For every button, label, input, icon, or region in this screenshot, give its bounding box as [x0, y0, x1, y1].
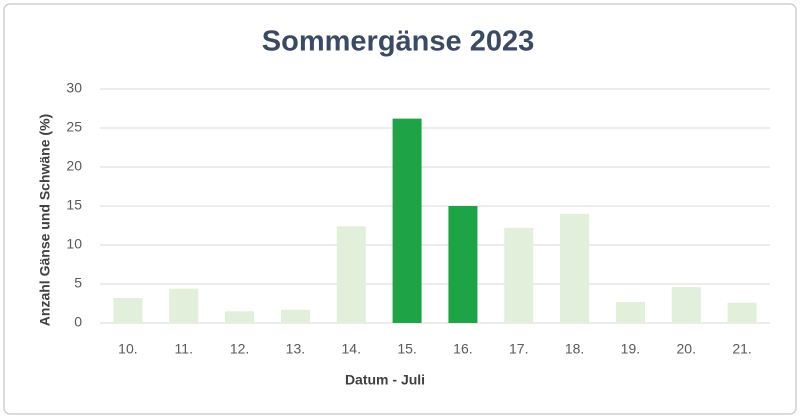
chart-title: Sommergänse 2023	[262, 26, 534, 58]
y-tick-label: 0	[74, 314, 82, 330]
bar	[113, 298, 143, 323]
x-tick-label: 21.	[732, 341, 751, 357]
bar	[392, 118, 422, 323]
x-tick-label: 19.	[621, 341, 640, 357]
bar	[169, 288, 199, 323]
bar	[727, 302, 757, 323]
bar	[671, 287, 701, 323]
bar	[615, 301, 645, 323]
x-tick-label: 10.	[118, 341, 137, 357]
x-tick-label: 11.	[175, 341, 193, 357]
y-tick-label: 25	[66, 119, 82, 135]
y-tick-label: 20	[66, 158, 82, 174]
y-tick-label: 5	[74, 275, 82, 291]
bar	[225, 311, 255, 323]
x-tick-label: 14.	[342, 341, 361, 357]
x-tick-label: 16.	[453, 341, 472, 357]
y-tick-label: 15	[66, 197, 82, 213]
bar	[448, 206, 478, 323]
y-tick-label: 10	[66, 236, 82, 252]
y-tick-label: 30	[66, 80, 82, 96]
x-tick-label: 12.	[230, 341, 249, 357]
bar	[280, 309, 310, 323]
x-tick-label: 18.	[565, 341, 584, 357]
x-tick-label: 17.	[509, 341, 528, 357]
x-axis-label: Datum - Juli	[345, 372, 425, 388]
bar	[504, 227, 534, 323]
x-tick-label: 13.	[286, 341, 305, 357]
y-axis-label: Anzahl Gänse und Schwäne (%)	[37, 114, 53, 326]
x-tick-label: 20.	[677, 341, 696, 357]
bar	[560, 213, 590, 323]
bar	[336, 226, 366, 323]
x-tick-label: 15.	[397, 341, 416, 357]
